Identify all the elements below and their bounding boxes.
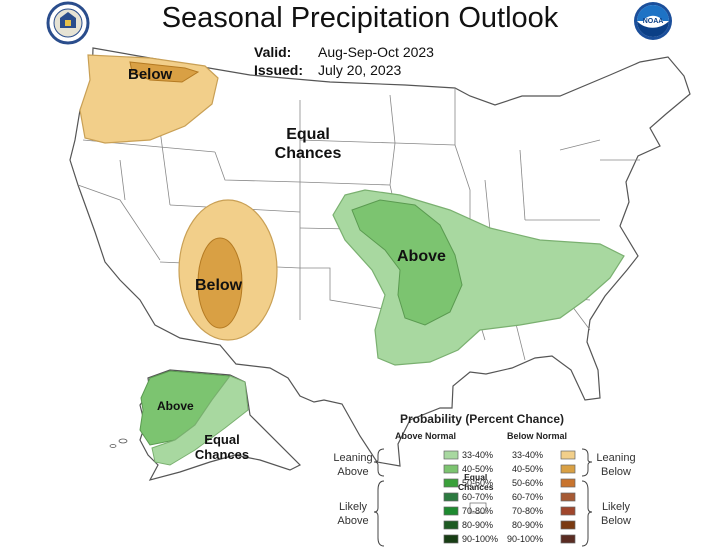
leaning-below-line1: Leaning xyxy=(596,452,636,464)
label-below-southwest: Below xyxy=(195,277,243,294)
likely-below-line1: Likely xyxy=(601,501,631,513)
label-below-northwest: Below xyxy=(128,66,173,83)
below-region-northwest-core xyxy=(129,61,200,83)
likely-below-line2: Below xyxy=(601,515,631,527)
alaska-leaning-above-band xyxy=(151,375,249,466)
label-chances-line2: Chances xyxy=(274,145,342,162)
label-alaska-equal-line1: Equal xyxy=(204,432,240,447)
legend-above-range: 50-60% xyxy=(462,478,494,488)
valid-row: Valid: Aug-Sep-Oct 2023 xyxy=(254,44,434,60)
legend-above-range: 33-40% xyxy=(462,450,494,460)
legend-below-range: 50-60% xyxy=(512,478,544,488)
legend-above-header: Above Normal xyxy=(395,431,457,441)
legend-below-range: 80-90% xyxy=(512,520,544,530)
valid-label: Valid: xyxy=(254,44,292,60)
legend-swatches xyxy=(443,450,576,544)
legend-above-range: 40-50% xyxy=(462,464,494,474)
legend-likely-above: Likely Above xyxy=(330,500,376,528)
label-equal-chances-conus: Equal Chances xyxy=(268,125,348,163)
likely-above-line2: Above xyxy=(337,515,369,527)
commerce-seal-icon xyxy=(46,1,90,45)
leaning-above-line1: Leaning xyxy=(333,452,373,464)
above-region-central-core xyxy=(351,199,463,326)
legend-leaning-below: Leaning Below xyxy=(593,451,639,479)
label-alaska-chances-line2: Chances xyxy=(194,447,250,462)
noaa-logo-icon: NOAA xyxy=(634,2,672,40)
leaning-above-line2: Above xyxy=(337,466,369,478)
legend-above-range: 60-70% xyxy=(462,492,494,502)
legend-below-range: 33-40% xyxy=(512,450,544,460)
label-above-alaska: Above xyxy=(157,399,194,413)
equal-chances-line1: Equal xyxy=(464,472,488,482)
issued-row: Issued: July 20, 2023 xyxy=(254,62,401,78)
label-above-central: Above xyxy=(397,248,446,265)
issued-label: Issued: xyxy=(254,62,304,78)
issued-value: July 20, 2023 xyxy=(318,62,402,78)
legend-above-range: 80-90% xyxy=(462,520,494,530)
legend-below-range: 40-50% xyxy=(512,464,544,474)
label-equal-chances-alaska: Equal Chances xyxy=(192,432,252,462)
aleutian-islands xyxy=(109,438,128,448)
legend-above-range: 90-100% xyxy=(462,534,499,544)
legend-below-range: 60-70% xyxy=(512,492,544,502)
leaning-below-line2: Below xyxy=(601,466,631,478)
legend-above-range: 70-80% xyxy=(462,506,494,516)
label-equal-line1: Equal xyxy=(286,126,330,143)
legend-below-range: 70-80% xyxy=(512,506,544,516)
page-title: Seasonal Precipitation Outlook xyxy=(161,2,559,34)
legend-leaning-above: Leaning Above xyxy=(330,451,376,479)
legend-likely-below: Likely Below xyxy=(593,500,639,528)
legend-below-range: 90-100% xyxy=(507,534,544,544)
equal-chances-line2: Chances xyxy=(458,482,494,492)
legend-equal-chances: Equal Chances xyxy=(458,472,493,492)
legend-title: Probability (Percent Chance) xyxy=(399,412,565,426)
legend-braces xyxy=(373,448,593,547)
below-region-southwest-core xyxy=(197,237,243,329)
valid-value: Aug-Sep-Oct 2023 xyxy=(318,44,434,60)
likely-above-line1: Likely xyxy=(338,501,368,513)
svg-text:NOAA: NOAA xyxy=(643,18,664,25)
legend-below-header: Below Normal xyxy=(507,431,568,441)
